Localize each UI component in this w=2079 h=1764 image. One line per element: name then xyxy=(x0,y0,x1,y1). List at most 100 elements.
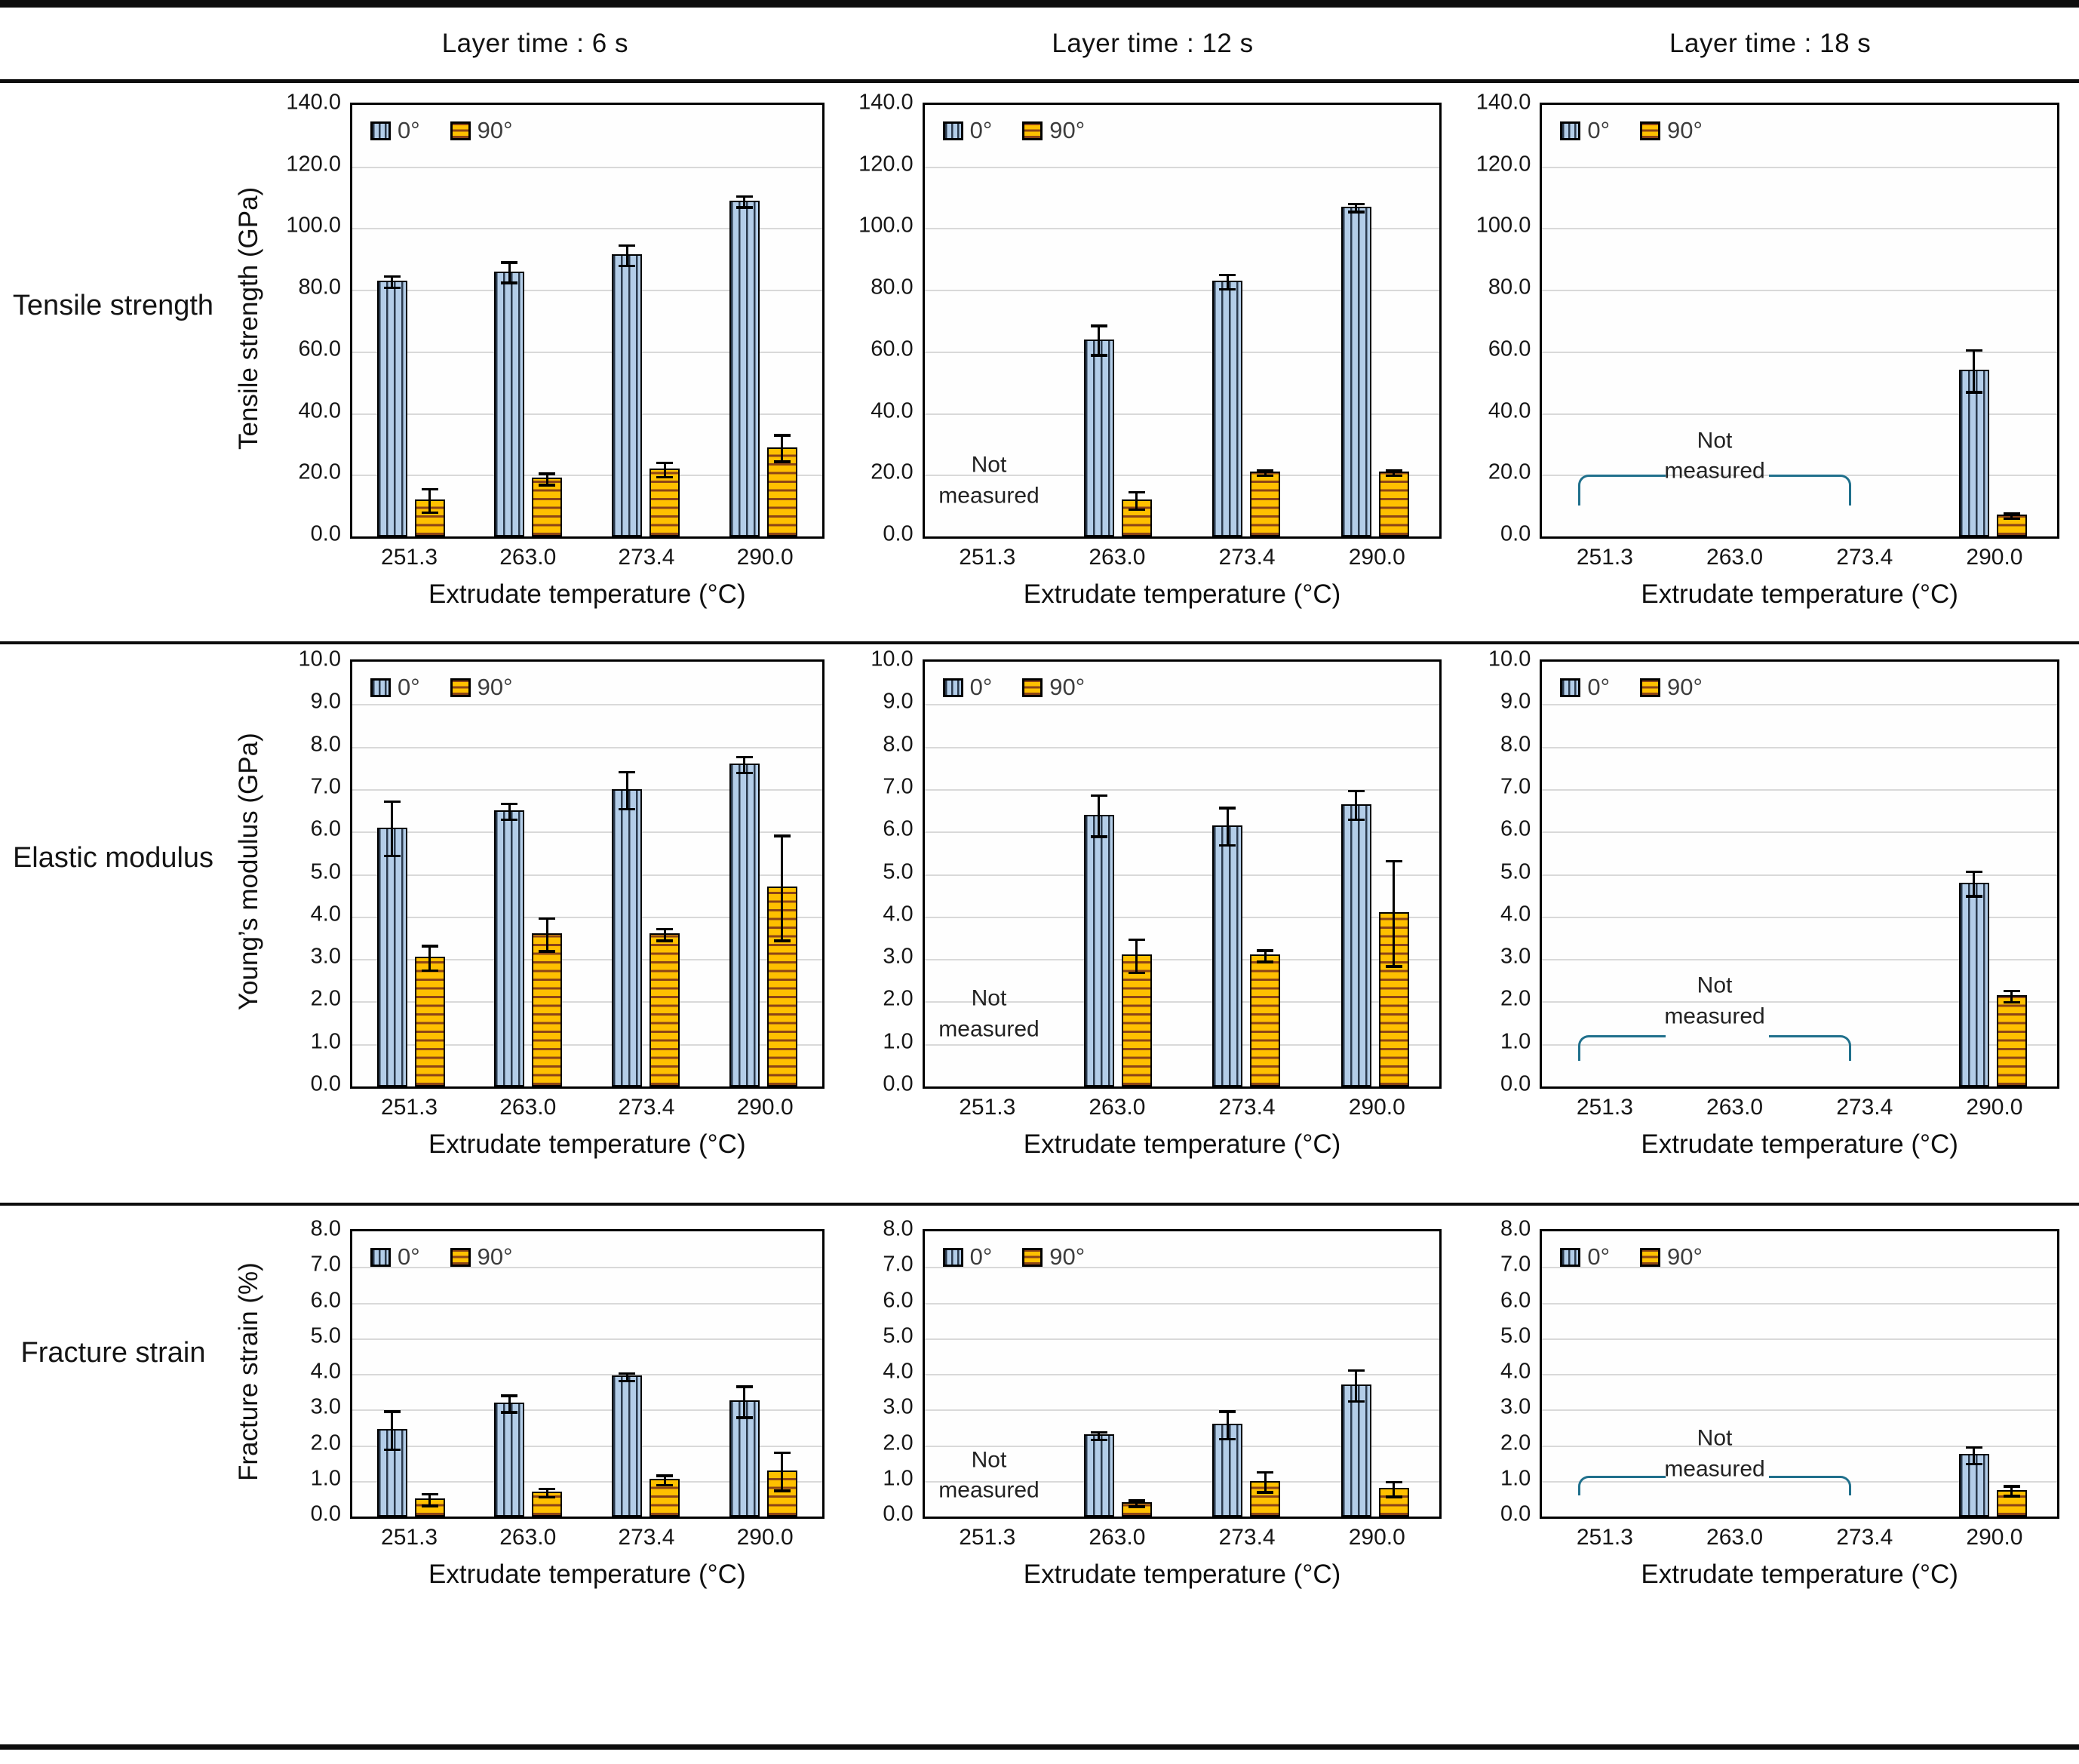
error-bar xyxy=(1135,491,1138,511)
y-tick-label: 5.0 xyxy=(1500,859,1531,884)
x-axis-ticks: 251.3 263.0 273.4 290.0 xyxy=(350,1525,825,1552)
x-tick-label: 263.0 xyxy=(1706,1095,1764,1120)
bar-0deg xyxy=(729,1386,760,1517)
x-tick-label: 290.0 xyxy=(1348,1095,1405,1120)
x-axis-ticks: 251.3 263.0 273.4 290.0 xyxy=(923,1095,1442,1122)
x-axis-title: Extrudate temperature (°C) xyxy=(428,579,746,609)
y-tick-label: 0.0 xyxy=(883,1501,914,1526)
gridline xyxy=(1542,413,2057,415)
error-bar xyxy=(1355,1369,1358,1403)
plot-area: 0° 90° Not measured xyxy=(922,1229,1442,1519)
y-tick-label: 0.0 xyxy=(1500,1501,1531,1526)
gridline xyxy=(352,1302,822,1305)
y-tick-label: 7.0 xyxy=(1500,1252,1531,1277)
bar-0deg xyxy=(1340,790,1371,1086)
bar-90deg xyxy=(1996,1486,2027,1517)
gridline xyxy=(924,290,1440,292)
column-header-18s: Layer time : 18 s xyxy=(1669,28,1872,58)
not-measured-label: Not measured xyxy=(1664,1425,1765,1482)
y-tick-label: 2.0 xyxy=(1500,986,1531,1011)
y-tick-label: 140.0 xyxy=(858,90,914,115)
gridline xyxy=(352,1043,822,1046)
chart-strain-6s: Fracture strain (%) 0.0 1.0 2.0 3.0 4.0 5.0 6.… xyxy=(226,1206,844,1744)
category-slot xyxy=(1053,662,1182,1086)
legend-swatch-90deg-icon xyxy=(1022,1247,1043,1267)
category-slot xyxy=(587,1231,705,1517)
y-tick-label: 140.0 xyxy=(1476,90,1531,115)
legend: 0° 90° xyxy=(942,117,1085,144)
error-bar xyxy=(1264,1471,1267,1493)
gridline xyxy=(352,351,822,353)
x-tick-label: 290.0 xyxy=(736,545,794,570)
legend-swatch-90deg-icon xyxy=(1639,1247,1660,1267)
legend-item-90deg: 90° xyxy=(1639,674,1703,701)
y-tick-label: 60.0 xyxy=(1488,337,1531,361)
y-tick-label: 8.0 xyxy=(310,732,341,757)
y-tick-label: 4.0 xyxy=(310,902,341,927)
error-bar xyxy=(1098,325,1101,356)
gridline xyxy=(352,1267,822,1269)
y-tick-label: 20.0 xyxy=(871,459,914,484)
x-axis-title: Extrudate temperature (°C) xyxy=(428,1129,746,1159)
category-slot xyxy=(705,662,822,1086)
y-tick-label: 6.0 xyxy=(883,816,914,841)
gridline xyxy=(924,1445,1440,1447)
chart-modulus-6s: Young’s modulus (GPa) 0.0 1.0 2.0 3.0 4.0 5.0… xyxy=(226,644,844,1203)
category-slot xyxy=(587,662,705,1086)
error-bar xyxy=(1226,274,1229,290)
bar-0deg xyxy=(376,1411,407,1517)
gridline xyxy=(924,1302,1440,1305)
error-bar xyxy=(625,1372,628,1382)
y-tick-label: 40.0 xyxy=(298,398,341,423)
y-tick-label: 5.0 xyxy=(883,859,914,884)
legend-swatch-90deg-icon xyxy=(450,1247,471,1267)
bar-0deg xyxy=(376,801,407,1086)
category-slot xyxy=(352,105,470,536)
x-tick-label: 263.0 xyxy=(1706,545,1764,570)
legend: 0° 90° xyxy=(1560,117,1703,144)
gridline xyxy=(1542,1409,2057,1412)
y-tick-label: 5.0 xyxy=(310,859,341,884)
bar-90deg xyxy=(532,473,563,536)
gridline xyxy=(924,1338,1440,1340)
error-bar xyxy=(1973,871,1976,897)
legend-item-0deg: 0° xyxy=(1560,674,1610,701)
error-bar xyxy=(1355,790,1358,821)
error-bar xyxy=(743,1386,746,1418)
not-measured-label: Not measured xyxy=(1664,428,1765,484)
legend-label: 90° xyxy=(477,674,513,700)
not-measured-label: Not measured xyxy=(938,985,1040,1042)
not-measured-bracket-right xyxy=(1768,475,1851,506)
bar-90deg xyxy=(766,1452,797,1517)
error-bar xyxy=(2010,513,2013,520)
error-bar xyxy=(545,917,548,952)
gridline xyxy=(352,959,822,961)
category-slot xyxy=(352,662,470,1086)
category-slot xyxy=(1800,105,1929,536)
y-tick-label: 20.0 xyxy=(1488,459,1531,484)
y-tick-label: 10.0 xyxy=(871,647,914,671)
error-bar xyxy=(1226,1411,1229,1440)
x-axis-ticks: 251.3 263.0 273.4 290.0 xyxy=(1540,1095,2059,1122)
gridline xyxy=(924,746,1440,748)
error-bar xyxy=(1393,470,1396,477)
y-axis-ticks: 0.0 1.0 2.0 3.0 4.0 5.0 6.0 7.0 8.0 9.0 10.0 xyxy=(1461,647,1540,1096)
x-tick-label: 273.4 xyxy=(1218,1525,1276,1550)
gridline xyxy=(352,831,822,834)
x-axis-title: Extrudate temperature (°C) xyxy=(428,1560,746,1589)
y-tick-label: 100.0 xyxy=(1476,213,1531,238)
error-bar xyxy=(508,803,511,821)
bar-90deg xyxy=(649,1475,680,1517)
y-tick-label: 120.0 xyxy=(858,152,914,177)
category-slot xyxy=(1182,662,1311,1086)
y-tick-label: 7.0 xyxy=(883,1252,914,1277)
y-tick-label: 0.0 xyxy=(310,1501,341,1526)
x-axis-ticks: 251.3 263.0 273.4 290.0 xyxy=(350,545,825,572)
error-bar xyxy=(1393,1481,1396,1498)
bar-90deg xyxy=(1250,470,1281,536)
bar-0deg xyxy=(1340,1369,1371,1517)
y-tick-label: 4.0 xyxy=(883,1359,914,1384)
error-bar xyxy=(2010,990,2013,1003)
y-axis-ticks: 0.0 20.0 40.0 60.0 80.0 100.0 120.0 140.0 xyxy=(844,91,923,546)
